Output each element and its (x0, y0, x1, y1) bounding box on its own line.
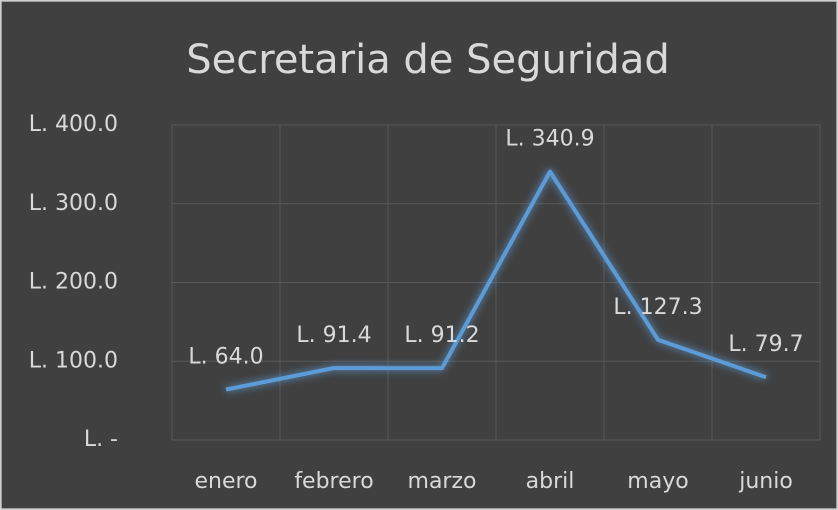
x-tick-label: mayo (627, 469, 688, 494)
x-tick-label: marzo (408, 469, 477, 494)
data-label: L. 340.9 (505, 127, 594, 152)
data-line (225, 169, 767, 392)
chart-title: Secretaria de Seguridad (186, 37, 669, 83)
x-tick-label: enero (194, 469, 257, 494)
data-label: L. 64.0 (188, 345, 263, 370)
data-label: L. 127.3 (613, 295, 702, 320)
y-tick-label: L. 400.0 (29, 112, 118, 137)
y-tick-label: L. - (84, 427, 118, 452)
x-tick-label: abril (526, 469, 575, 494)
y-tick-label: L. 300.0 (29, 191, 118, 216)
x-tick-label: junio (738, 469, 793, 494)
data-label: L. 91.4 (296, 323, 371, 348)
data-label: L. 91.2 (404, 323, 479, 348)
data-label: L. 79.7 (728, 332, 803, 357)
y-tick-label: L. 100.0 (29, 348, 118, 373)
x-tick-label: febrero (294, 469, 373, 494)
y-tick-label: L. 200.0 (29, 270, 118, 295)
